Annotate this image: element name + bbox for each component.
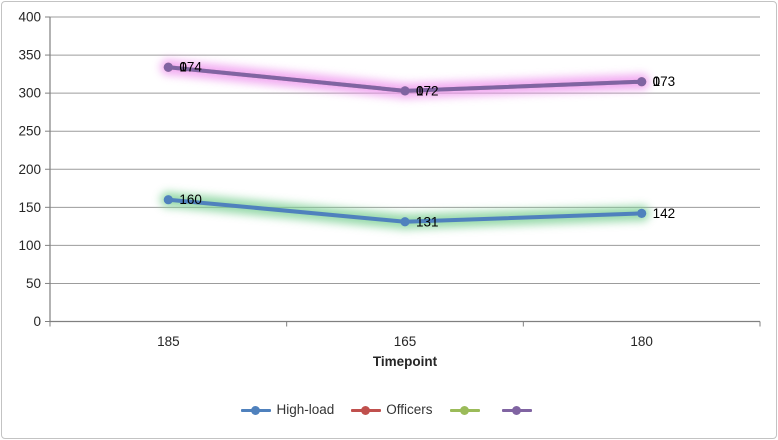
data-point-label: 131 xyxy=(416,214,439,229)
legend-item-officers[interactable]: Officers xyxy=(351,402,433,417)
y-tick-label: 250 xyxy=(18,124,41,139)
data-point-label: 0 xyxy=(416,83,424,98)
axis-labels: 0 50 100 150 200 250 300 350 400 185 165 180 xyxy=(18,10,652,350)
legend-line-marker-icon xyxy=(351,405,382,416)
data-point-marker[interactable] xyxy=(637,208,647,219)
x-tick-label: 185 xyxy=(157,334,180,349)
y-tick-label: 400 xyxy=(18,10,41,25)
x-axis-title: Timepoint xyxy=(372,354,438,369)
legend: High-load Officers xyxy=(0,403,778,417)
data-point-label: 0 xyxy=(179,60,187,75)
data-point-label: 172 xyxy=(416,83,439,98)
legend-item-high-load[interactable]: High-load xyxy=(241,403,334,417)
y-tick-label: 350 xyxy=(18,48,41,63)
y-tick-label: 100 xyxy=(18,238,41,253)
data-point-label: 173 xyxy=(653,74,676,89)
legend-item-series4[interactable] xyxy=(501,403,537,417)
data-point-label: 0 xyxy=(653,74,661,89)
legend-item-series3[interactable] xyxy=(449,403,485,417)
y-tick-label: 50 xyxy=(26,276,41,291)
y-tick-label: 200 xyxy=(18,162,41,177)
data-point-marker[interactable] xyxy=(400,86,410,96)
data-point-label: 160 xyxy=(179,192,202,207)
legend-label-high-load: High-load xyxy=(276,402,335,417)
legend-line-marker-icon xyxy=(241,405,272,416)
legend-label-officers: Officers xyxy=(386,402,433,417)
data-point-marker[interactable] xyxy=(400,217,410,227)
data-point-label: 0 xyxy=(179,60,187,75)
axes xyxy=(49,17,761,327)
data-point-marker[interactable] xyxy=(163,195,173,205)
data-point-marker[interactable] xyxy=(637,77,647,87)
y-tick-label: 300 xyxy=(18,86,41,101)
series-series-4 xyxy=(160,59,650,99)
data-point-label: 0 xyxy=(653,74,661,89)
legend-line-marker-icon xyxy=(501,405,532,416)
series-high-load xyxy=(160,191,650,230)
legend-line-marker-icon xyxy=(449,405,480,416)
data-point-label: 0 xyxy=(416,83,424,98)
y-tick-label: 150 xyxy=(18,200,41,215)
y-tick-label: 0 xyxy=(33,314,41,329)
data-point-label: 174 xyxy=(179,60,202,75)
data-point-marker[interactable] xyxy=(163,62,173,72)
x-tick-label: 165 xyxy=(394,334,417,349)
gridlines xyxy=(45,16,760,322)
x-tick-label: 180 xyxy=(630,334,653,349)
data-point-label: 142 xyxy=(653,206,676,221)
